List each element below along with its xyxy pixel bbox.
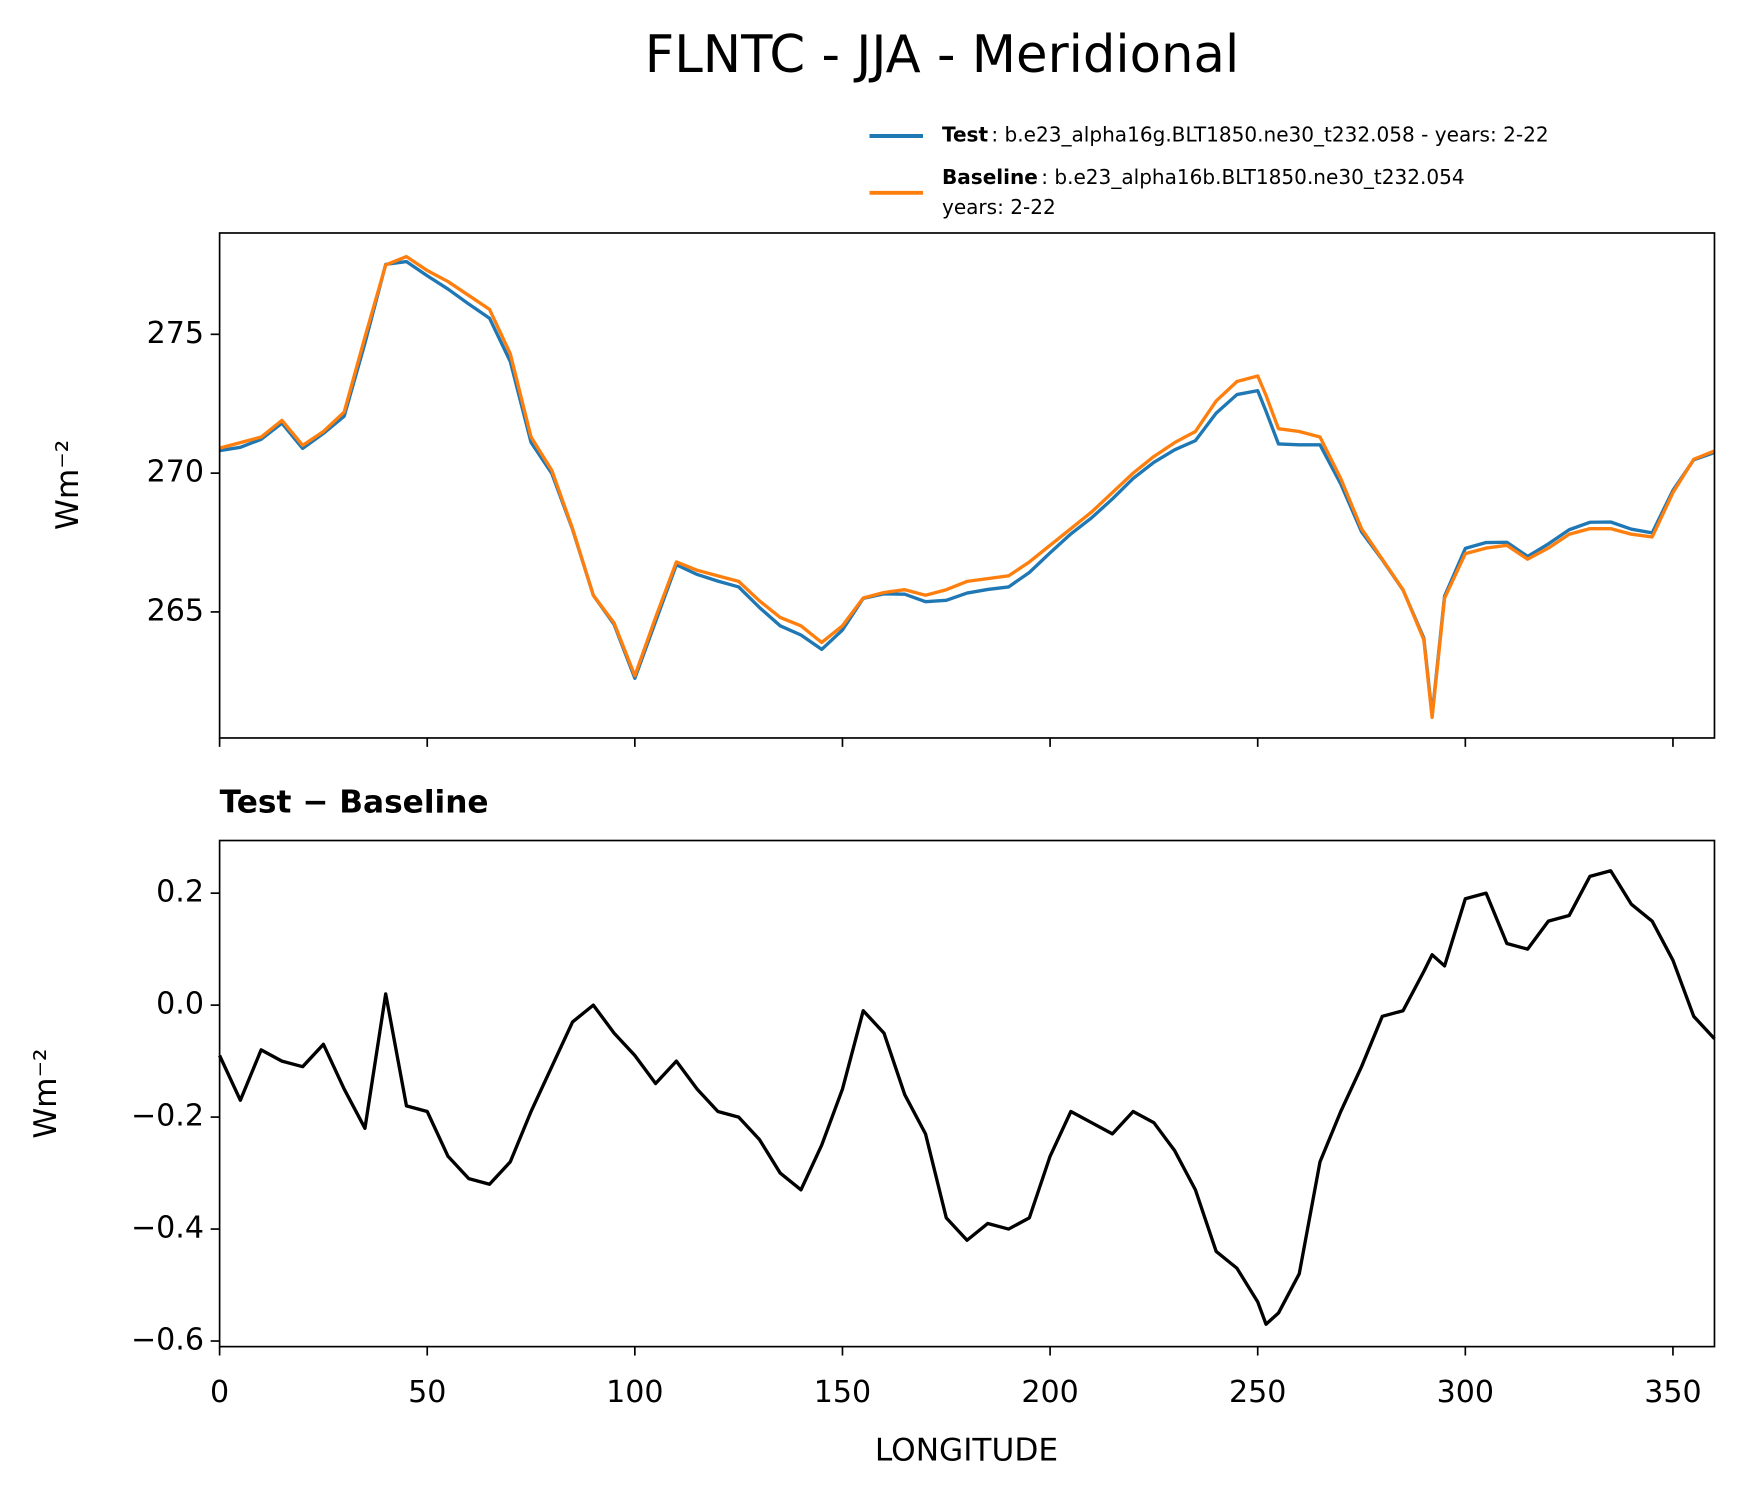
x-tick-label: 50 [408,1375,446,1410]
legend-desc: years: 2-22 [942,195,1056,219]
y-tick-label: −0.2 [131,1099,204,1134]
x-tick-label: 200 [1021,1375,1078,1410]
y-tick-label: 265 [147,593,204,628]
y-tick-label: 0.2 [156,875,204,910]
x-tick-label: 350 [1644,1375,1701,1410]
y-tick-label: −0.4 [131,1211,204,1246]
y-axis-label: Wm⁻² [28,1048,64,1138]
legend-label: Test [942,123,989,147]
legend-desc: : b.e23_alpha16b.BLT1850.ne30_t232.054 [1041,165,1464,189]
x-tick-label: 100 [606,1375,663,1410]
legend-label: Baseline [942,165,1038,189]
y-axis-label: Wm⁻² [50,440,86,530]
series-line [218,869,1716,1326]
x-tick-label: 300 [1437,1375,1494,1410]
panel-title: Test − Baseline [220,785,489,821]
y-tick-label: −0.6 [131,1323,204,1358]
y-tick-label: 270 [147,455,204,490]
series-line [219,259,1716,717]
y-tick-label: 275 [147,316,204,351]
plot-frame [218,232,1716,739]
chart-title: FLNTC - JJA - Meridional [645,25,1240,85]
x-tick-label: 0 [210,1375,229,1410]
x-axis-label: LONGITUDE [875,1432,1058,1468]
plot-frame [218,839,1716,1348]
legend-desc: : b.e23_alpha16g.BLT1850.ne30_t232.058 -… [991,123,1548,147]
y-tick-label: 0.0 [156,987,204,1022]
x-tick-label: 250 [1229,1375,1286,1410]
series-line [219,254,1716,720]
x-tick-label: 150 [814,1375,871,1410]
